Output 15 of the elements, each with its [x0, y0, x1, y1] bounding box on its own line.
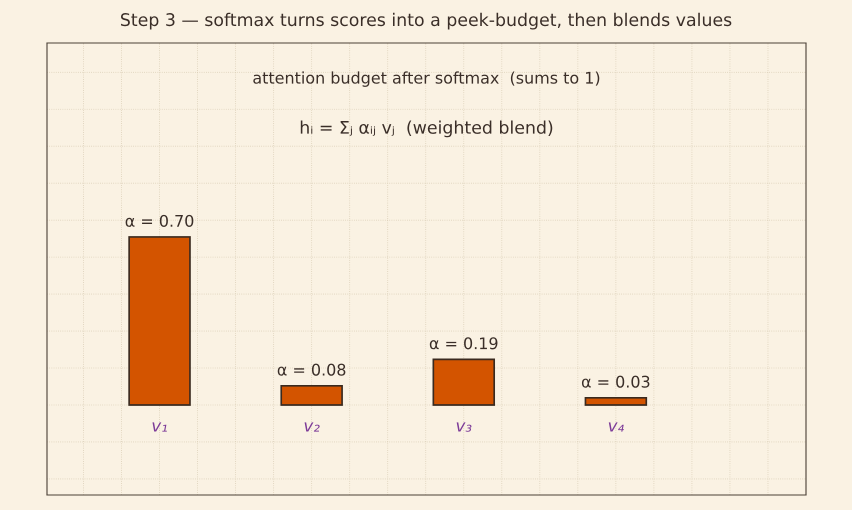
x-tick-label: v₃	[456, 422, 472, 432]
data-label: α = 0.70	[126, 214, 194, 227]
text: attention budget after softmax (sums to 1)	[253, 71, 600, 87]
bar	[280, 384, 343, 406]
text: hᵢ = Σⱼ αᵢⱼ vⱼ (weighted blend)	[300, 120, 552, 138]
bar	[584, 396, 648, 406]
x-tick-label: v₄	[608, 422, 624, 432]
data-label: α = 0.03	[582, 376, 650, 388]
data-label: α = 0.08	[278, 364, 346, 376]
x-tick-label: v₂	[304, 422, 320, 432]
chart-title: Step 3 — softmax turns scores into a peek-budget, then blends values	[120, 12, 732, 30]
data-label: α = 0.19	[430, 337, 498, 350]
bar	[432, 358, 496, 406]
bar	[128, 236, 191, 406]
x-tick-label: v₁	[152, 422, 167, 432]
